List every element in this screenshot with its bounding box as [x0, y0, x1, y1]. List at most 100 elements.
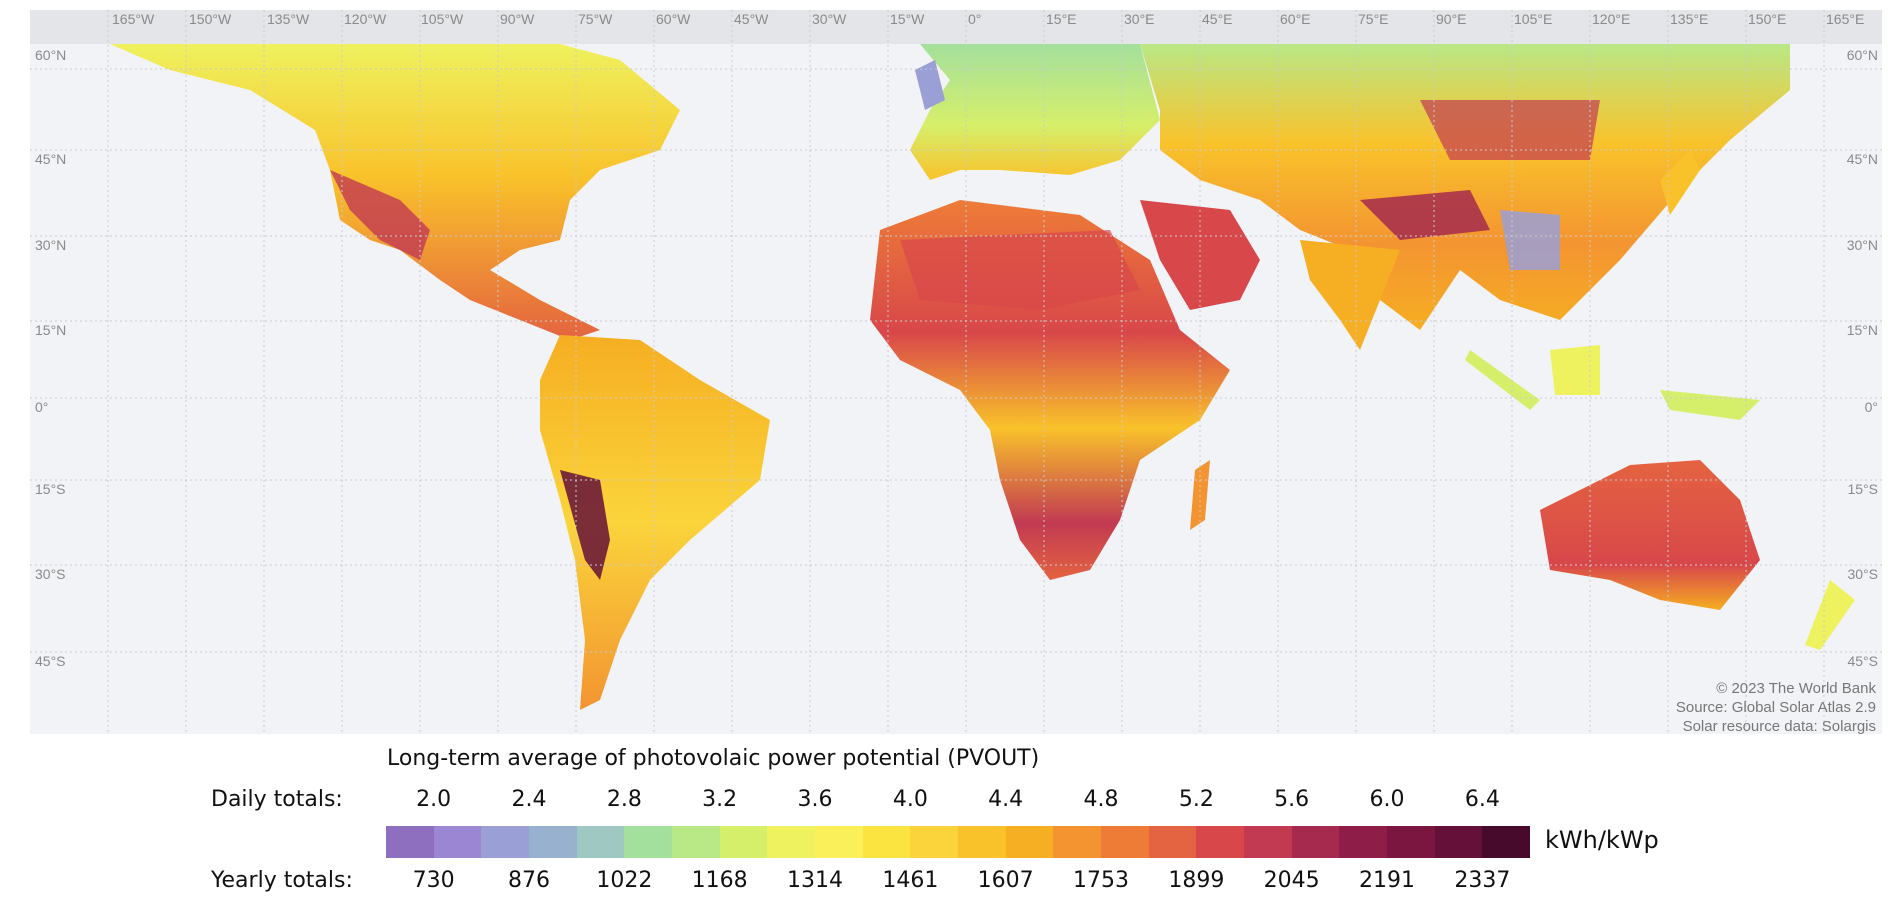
lon-label: 135°E	[1670, 11, 1708, 27]
yearly-tick-label: 1022	[596, 868, 653, 893]
colorbar-swatch	[1053, 826, 1102, 858]
credit-line: Solar resource data: Solargis	[1683, 718, 1876, 735]
mexico-hot	[330, 170, 430, 260]
daily-tick-label: 4.0	[892, 787, 928, 812]
japan	[1660, 150, 1700, 215]
lat-label: 15°S	[35, 481, 66, 497]
daily-tick-label: 2.8	[606, 787, 642, 812]
colorbar-swatch	[529, 826, 577, 858]
daily-tick-label: 5.2	[1178, 787, 1214, 812]
lat-label: 15°N	[1847, 322, 1878, 338]
lon-label: 105°E	[1514, 11, 1552, 27]
yearly-tick-label: 1314	[787, 868, 843, 893]
colorbar-swatch	[767, 826, 816, 858]
yearly-tick-label: 2045	[1263, 868, 1320, 893]
colorbar-swatch	[672, 826, 720, 858]
lon-label: 0°	[968, 11, 981, 27]
polar-band	[30, 10, 1882, 44]
lat-label: 45°S	[1847, 653, 1878, 669]
yearly-totals-label: Yearly totals:	[211, 868, 353, 893]
daily-tick-label: 2.4	[511, 787, 547, 812]
colorbar-swatch	[1482, 826, 1531, 858]
colorbar-swatch	[1101, 826, 1149, 858]
colorbar-swatch	[1196, 826, 1245, 858]
yearly-tick-label: 2191	[1359, 868, 1415, 893]
lon-label: 105°W	[421, 11, 464, 27]
colorbar-swatch	[481, 826, 530, 858]
daily-tick-label: 4.4	[988, 787, 1024, 812]
lon-label: 60°E	[1280, 11, 1311, 27]
lat-label: 45°N	[1847, 151, 1878, 167]
colorbar-swatch	[433, 826, 482, 858]
australia	[1540, 460, 1760, 610]
andes-hot	[560, 470, 610, 580]
lat-label: 45°N	[35, 151, 66, 167]
longitude-labels: 165°W 150°W 135°W 120°W 105°W 90°W 75°W …	[112, 11, 1864, 27]
yearly-tick-label: 876	[508, 868, 550, 893]
colorbar-swatch	[1387, 826, 1435, 858]
daily-tick-label: 5.6	[1274, 787, 1310, 812]
lat-label: 0°	[35, 399, 48, 415]
lon-label: 30°E	[1124, 11, 1155, 27]
mongolia-hot	[1420, 100, 1600, 160]
lat-label: 60°N	[35, 47, 66, 63]
colorbar-swatch	[1148, 826, 1197, 858]
lon-label: 135°W	[267, 11, 310, 27]
lon-label: 15°E	[1046, 11, 1077, 27]
daily-tick-label: 3.6	[797, 787, 833, 812]
colorbar-swatch	[576, 826, 625, 858]
lat-label: 30°N	[35, 237, 66, 253]
new-zealand	[1805, 580, 1855, 650]
colorbar-swatch	[1291, 826, 1340, 858]
sahara-hot	[900, 230, 1140, 310]
yearly-tick-label: 1899	[1168, 868, 1225, 893]
lon-label: 150°W	[189, 11, 232, 27]
lon-label: 60°W	[656, 11, 691, 27]
india	[1300, 240, 1400, 350]
colorbar-swatch	[958, 826, 1006, 858]
yearly-tick-label: 1753	[1073, 868, 1129, 893]
lon-label: 30°W	[812, 11, 847, 27]
colorbar-swatch	[1434, 826, 1483, 858]
credit-line: Source: Global Solar Atlas 2.9	[1676, 699, 1876, 716]
lon-label: 120°W	[344, 11, 387, 27]
europe	[910, 44, 1160, 180]
china-cloudy	[1500, 210, 1560, 270]
daily-totals-label: Daily totals:	[211, 787, 343, 812]
lon-label: 165°W	[112, 11, 155, 27]
colorbar-swatch	[910, 826, 959, 858]
lon-label: 90°E	[1436, 11, 1467, 27]
colorbar-swatch	[815, 826, 863, 858]
yearly-tick-label: 1168	[691, 868, 748, 893]
colorbar-swatch	[862, 826, 911, 858]
map-credits: © 2023 The World Bank Source: Global Sol…	[1676, 680, 1877, 735]
daily-tick-label: 3.2	[702, 787, 738, 812]
daily-tick-label: 2.0	[416, 787, 452, 812]
borneo	[1550, 345, 1600, 395]
lat-label: 15°S	[1847, 481, 1878, 497]
south-america	[540, 335, 770, 710]
yearly-tick-label: 2337	[1454, 868, 1511, 893]
latitude-labels-left: 60°N 45°N 30°N 15°N 0° 15°S 30°S 45°S	[35, 47, 66, 669]
yearly-tick-label: 730	[412, 868, 455, 893]
colorbar-swatch	[1339, 826, 1388, 858]
lon-label: 45°W	[734, 11, 769, 27]
lon-label: 165°E	[1826, 11, 1864, 27]
lon-label: 15°W	[890, 11, 925, 27]
lon-label: 90°W	[500, 11, 535, 27]
land-masses	[110, 44, 1855, 710]
colorbar-swatch	[1244, 826, 1292, 858]
daily-tick-label: 4.8	[1083, 787, 1119, 812]
lon-label: 45°E	[1202, 11, 1233, 27]
north-america	[110, 44, 680, 340]
yearly-tick-label: 1461	[882, 868, 939, 893]
lat-label: 15°N	[35, 322, 66, 338]
daily-tick-label: 6.0	[1369, 787, 1405, 812]
lat-label: 60°N	[1847, 47, 1878, 63]
legend-title: Long-term average of photovolaic power p…	[387, 746, 1040, 771]
lon-label: 150°E	[1748, 11, 1786, 27]
latitude-labels-right: 60°N 45°N 30°N 15°N 0° 15°S 30°S 45°S	[1847, 47, 1878, 669]
colorbar-swatch	[1005, 826, 1054, 858]
lon-label: 75°W	[578, 11, 613, 27]
